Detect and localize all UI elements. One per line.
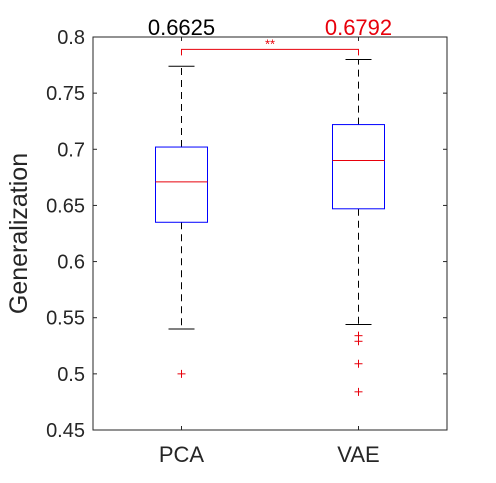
plot-frame (92, 36, 448, 431)
outlier-point (354, 359, 363, 368)
y-tick-label: 0.8 (57, 27, 85, 49)
x-category-label: VAE (337, 442, 379, 467)
chart-labels: 0.45 0.5 0.55 0.6 0.65 0.7 0.75 0.8 Generalizati… (5, 15, 392, 467)
axes (92, 36, 448, 431)
significance-bracket (181, 48, 359, 56)
y-tick-label: 0.65 (46, 195, 85, 217)
y-tick-label: 0.55 (46, 308, 85, 330)
y-tick-label: 0.75 (46, 83, 85, 105)
outlier-point (177, 369, 186, 378)
plot-marks (155, 48, 385, 396)
outlier-point (354, 337, 363, 346)
x-category-label: PCA (159, 442, 205, 467)
y-tick-label: 0.5 (57, 364, 85, 386)
iqr-box (155, 146, 208, 223)
y-tick-label: 0.6 (57, 252, 85, 274)
box-value-label: 0.6792 (325, 15, 392, 40)
box-value-label: 0.6625 (148, 15, 215, 40)
y-tick-label: 0.7 (57, 139, 85, 161)
y-tick-label: 0.45 (46, 420, 85, 442)
iqr-box (332, 124, 385, 210)
y-axis-label: Generalization (5, 153, 33, 314)
significance-label: ** (265, 36, 275, 51)
outlier-point (354, 387, 363, 396)
